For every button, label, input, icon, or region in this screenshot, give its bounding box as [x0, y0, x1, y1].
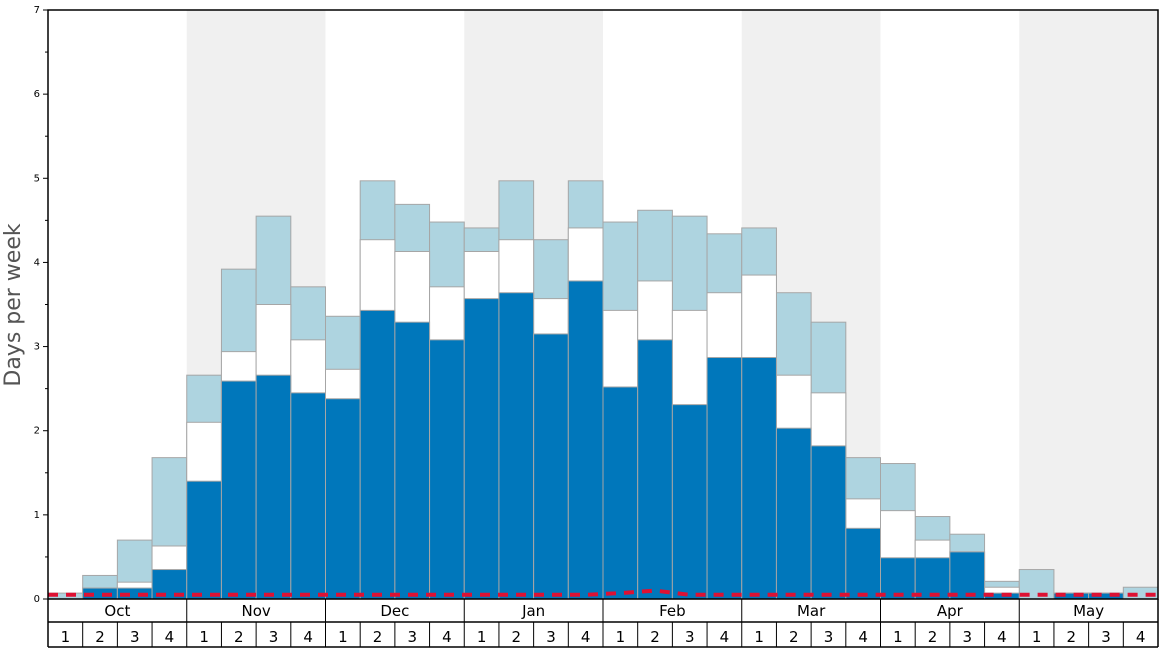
bar	[325, 398, 361, 600]
week-label: 2	[373, 628, 383, 646]
week-label: 2	[789, 628, 799, 646]
week-label: 1	[754, 628, 764, 646]
week-label: 2	[95, 628, 105, 646]
y-axis: 0 1 2 3 4 5 6 7	[34, 5, 48, 605]
y-tick-label: 0	[34, 594, 40, 605]
week-label: 1	[477, 628, 487, 646]
bar	[220, 380, 257, 600]
month-label: Dec	[380, 602, 409, 620]
week-label: 2	[928, 628, 938, 646]
week-label: 4	[581, 628, 591, 646]
y-tick-label: 1	[34, 510, 40, 521]
y-tick-label: 4	[34, 257, 40, 268]
bar	[775, 427, 812, 600]
week-label: 1	[61, 628, 71, 646]
week-label: 3	[407, 628, 417, 646]
bar	[567, 280, 604, 600]
y-tick-label: 3	[34, 342, 40, 353]
bar	[290, 392, 326, 600]
week-label: 2	[650, 628, 660, 646]
bar	[498, 292, 535, 600]
bar	[533, 333, 569, 600]
month-label: Mar	[797, 602, 826, 620]
week-label: 3	[685, 628, 695, 646]
y-tick-label: 5	[34, 173, 40, 184]
week-label: 1	[338, 628, 348, 646]
week-label: 4	[303, 628, 313, 646]
week-label: 3	[824, 628, 834, 646]
week-label: 1	[893, 628, 903, 646]
month-label: Apr	[937, 602, 964, 620]
week-label: 4	[1136, 628, 1146, 646]
bar	[637, 339, 673, 600]
bar	[880, 557, 916, 600]
x-axis: Oct Nov Dec Jan Feb Mar Apr May 1 2 3 4 1 2 3 4 1 2 3 4 1 2 3 4…	[47, 599, 1159, 648]
bar	[949, 551, 986, 600]
week-label: 2	[234, 628, 244, 646]
month-label: Nov	[241, 602, 270, 620]
dashed-line-layer	[48, 588, 1158, 597]
dashed-series-line	[48, 588, 1158, 597]
y-tick-label: 7	[34, 5, 40, 16]
y-tick-label: 2	[34, 426, 40, 437]
week-label: 3	[962, 628, 972, 646]
month-label: May	[1073, 602, 1104, 620]
week-label: 2	[1067, 628, 1077, 646]
bar	[845, 527, 881, 600]
bar	[359, 309, 396, 600]
week-label: 4	[165, 628, 175, 646]
bar	[741, 357, 777, 600]
week-label: 3	[269, 628, 279, 646]
bar	[706, 357, 743, 600]
week-label: 1	[1032, 628, 1042, 646]
bar	[602, 386, 639, 600]
week-label: 4	[997, 628, 1007, 646]
bar	[429, 339, 465, 600]
month-label: Feb	[659, 602, 686, 620]
bar	[1018, 569, 1055, 600]
month-band	[1019, 10, 1158, 599]
bar	[671, 404, 708, 600]
bar	[810, 445, 847, 600]
plot-frame	[47, 9, 1159, 600]
week-label: 3	[1101, 628, 1111, 646]
week-label: 1	[199, 628, 209, 646]
bar	[914, 557, 951, 600]
week-label: 3	[130, 628, 140, 646]
week-label: 4	[858, 628, 868, 646]
month-label: Oct	[104, 602, 130, 620]
bar	[255, 374, 292, 600]
bar	[463, 298, 500, 600]
y-tick-label: 6	[34, 89, 40, 100]
bars-layer	[47, 180, 1159, 600]
bar	[394, 321, 431, 600]
week-label: 1	[616, 628, 626, 646]
month-label: Jan	[521, 602, 545, 620]
week-label: 2	[512, 628, 522, 646]
bar	[186, 480, 222, 600]
y-axis-label: Days per week	[1, 223, 26, 386]
week-label: 4	[720, 628, 730, 646]
week-label: 4	[442, 628, 452, 646]
week-label: 3	[546, 628, 556, 646]
